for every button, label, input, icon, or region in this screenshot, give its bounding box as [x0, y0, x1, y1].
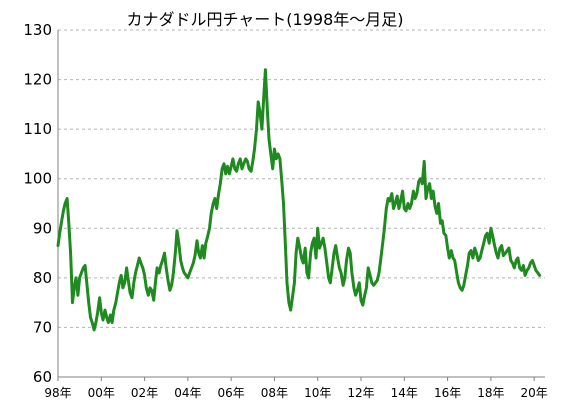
y-tick-label-60: 60	[33, 368, 52, 386]
series-line-0	[56, 68, 542, 332]
y-tick-label-110: 110	[23, 120, 52, 138]
axes	[57, 30, 545, 378]
y-tick-label-80: 80	[33, 269, 52, 287]
x-tick-label-2020: 20年	[521, 386, 548, 400]
y-axis-ticks: 60 70 80 90 100 110 120 130	[23, 21, 52, 386]
series-layer	[56, 68, 542, 332]
x-tick-label-2006: 06年	[218, 386, 245, 400]
x-tick-label-2000: 00年	[88, 386, 115, 400]
x-tick-label-2004: 04年	[174, 386, 201, 400]
y-tick-label-130: 130	[23, 21, 52, 39]
y-tick-label-70: 70	[33, 318, 52, 336]
chart-title: カナダドル円チャート(1998年～月足)	[126, 10, 403, 29]
x-tick-label-2016: 16年	[434, 386, 461, 400]
x-tick-label-2014: 14年	[391, 386, 418, 400]
x-tick-label-2018: 18年	[477, 386, 504, 400]
x-tick-label-2008: 08年	[261, 386, 288, 400]
y-tick-label-120: 120	[23, 71, 52, 89]
x-tick-label-2010: 10年	[304, 386, 331, 400]
x-tick-label-1998: 98年	[44, 386, 71, 400]
y-tick-label-100: 100	[23, 170, 52, 188]
grid-lines	[58, 29, 545, 328]
x-axis-ticks: 98年 00年 02年 04年 06年 08年 10年 12年 14年 16年 18年 20年	[44, 377, 548, 400]
y-tick-label-90: 90	[33, 219, 52, 237]
x-tick-label-2012: 12年	[347, 386, 374, 400]
x-tick-label-2002: 02年	[131, 386, 158, 400]
